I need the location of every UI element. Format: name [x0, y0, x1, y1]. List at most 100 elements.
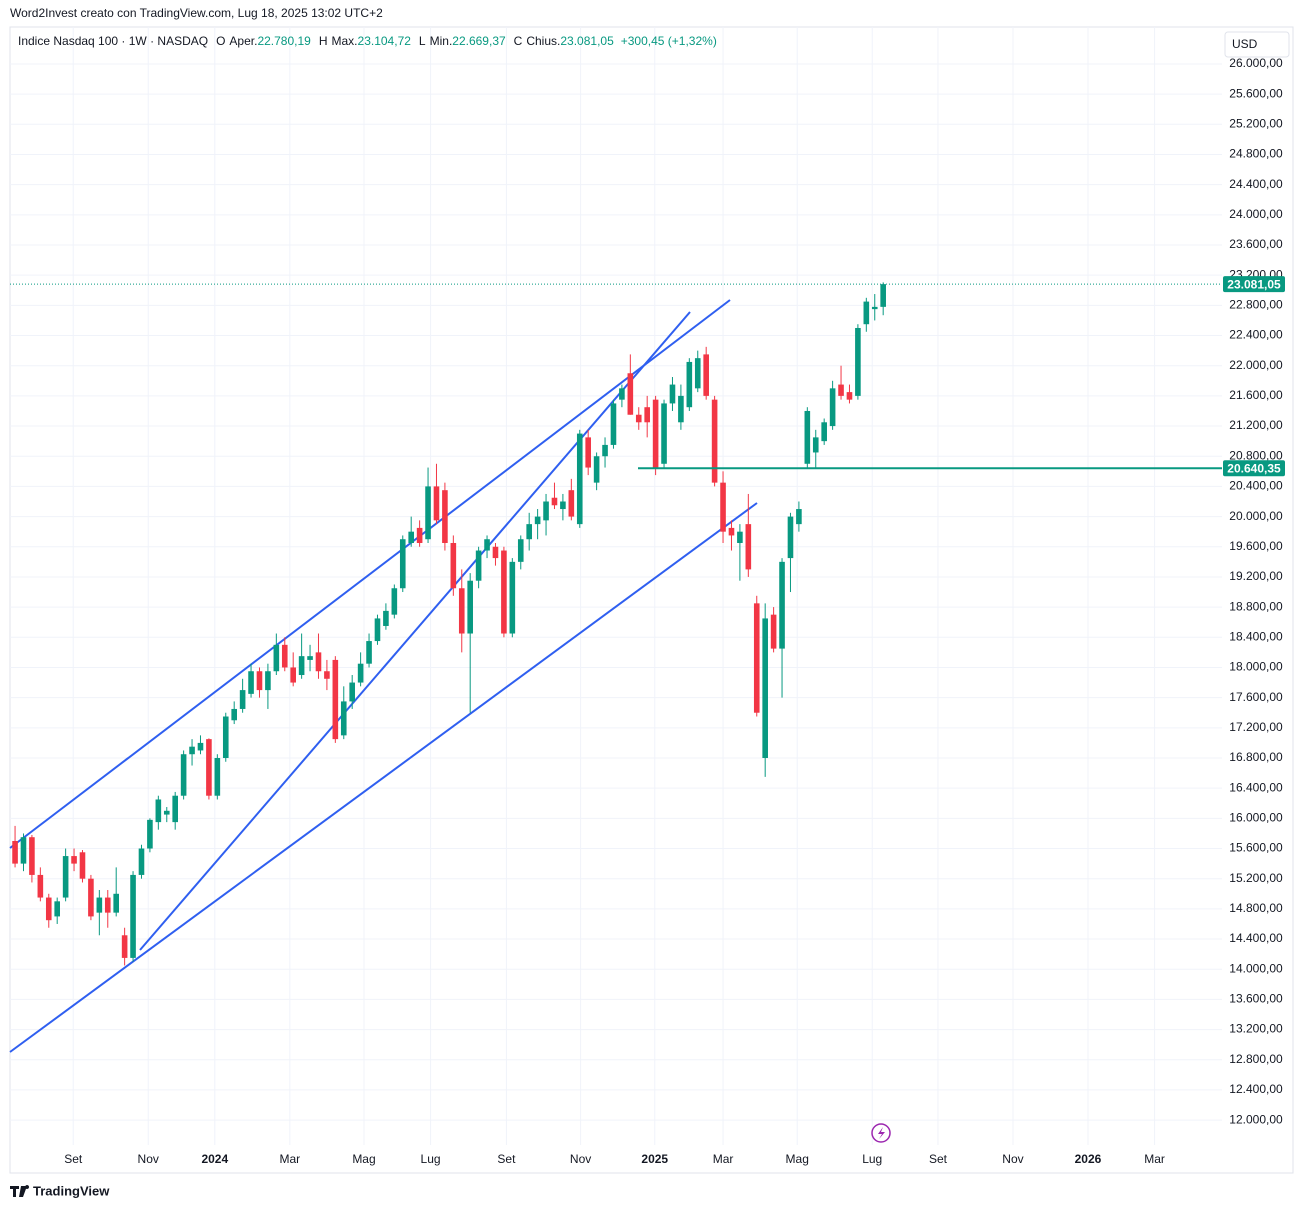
- y-tick-label: 20.800,00: [1229, 448, 1283, 462]
- candle-body: [104, 897, 111, 913]
- y-tick-label: 15.200,00: [1229, 871, 1283, 885]
- x-tick-label: Nov: [138, 1152, 159, 1166]
- y-tick-label: 21.600,00: [1229, 388, 1283, 402]
- legend-name: Aper.: [229, 34, 257, 48]
- y-tick-label: 22.800,00: [1229, 298, 1283, 312]
- trend-line: [9, 502, 758, 1053]
- x-tick-label: Mag: [786, 1152, 809, 1166]
- candle-body: [619, 388, 625, 400]
- candle-body: [96, 897, 103, 913]
- candle-body: [753, 603, 760, 713]
- candle-body: [694, 358, 701, 389]
- candle-body: [458, 588, 465, 634]
- watermark: Word2Invest creato con TradingView.com, …: [10, 6, 383, 20]
- candle-body: [779, 561, 785, 649]
- legend-key: O: [216, 34, 225, 48]
- price-label-box: [1223, 276, 1285, 293]
- y-tick-label: 22.400,00: [1229, 328, 1283, 342]
- candle-body: [686, 361, 693, 408]
- candle-body: [20, 837, 27, 864]
- candle-body: [517, 539, 524, 562]
- candle-body: [416, 527, 423, 543]
- candle-body: [661, 403, 667, 464]
- x-tick-label: Lug: [421, 1152, 441, 1166]
- candle-body: [821, 422, 827, 442]
- candle-body: [560, 501, 566, 510]
- candle-body: [37, 874, 44, 898]
- legend-value: 23.081,05: [560, 34, 614, 48]
- candle-body: [113, 893, 119, 913]
- y-tick-label: 12.400,00: [1229, 1082, 1283, 1096]
- candle-body: [880, 284, 886, 307]
- candle-body: [138, 848, 145, 875]
- candle-body: [593, 456, 600, 483]
- candle-body: [155, 799, 162, 823]
- x-tick-label: Mar: [279, 1152, 300, 1166]
- legend-key: L: [419, 34, 426, 48]
- candle-body: [290, 667, 296, 683]
- candle-body: [576, 433, 583, 525]
- candle-body: [180, 754, 187, 796]
- candle-body: [349, 682, 355, 702]
- y-tick-label: 14.400,00: [1229, 931, 1283, 945]
- y-tick-label: 19.200,00: [1229, 569, 1283, 583]
- y-tick-label: 18.400,00: [1229, 629, 1283, 643]
- y-tick-label: 13.600,00: [1229, 992, 1283, 1006]
- candle-body: [787, 516, 794, 559]
- candle-body: [526, 524, 532, 540]
- candle-body: [871, 306, 878, 310]
- y-tick-label: 26.000,00: [1229, 56, 1283, 70]
- y-tick-label: 18.000,00: [1229, 660, 1283, 674]
- candle-body: [745, 524, 752, 570]
- change: +300,45 (+1,32%): [621, 34, 717, 48]
- candle-body: [340, 701, 347, 736]
- currency-box[interactable]: [1224, 31, 1290, 58]
- candle-body: [678, 395, 684, 423]
- candle-body: [265, 671, 271, 691]
- trend-line: [9, 299, 731, 849]
- x-tick-label: Nov: [570, 1152, 591, 1166]
- currency[interactable]: USD: [1232, 37, 1258, 51]
- y-tick-label: 20.000,00: [1229, 509, 1283, 523]
- candle-body: [391, 588, 398, 615]
- candle-body: [54, 901, 60, 917]
- y-tick-label: 15.600,00: [1229, 841, 1283, 855]
- candle-body: [332, 659, 339, 740]
- candle-body: [635, 414, 642, 423]
- candle-body: [383, 610, 389, 626]
- y-tick-label: 23.600,00: [1229, 237, 1283, 251]
- legend-value: 22.780,19: [257, 34, 311, 48]
- candle-body: [366, 641, 372, 664]
- brand: TradingView: [33, 1183, 110, 1198]
- candle-body: [315, 652, 322, 672]
- y-tick-label: 16.800,00: [1229, 750, 1283, 764]
- candle-body: [492, 546, 499, 559]
- candle-body: [711, 399, 718, 483]
- candle-body: [703, 354, 709, 396]
- plot: [10, 282, 1222, 966]
- legend-name: Max.: [332, 34, 358, 48]
- price-label: 23.081,05: [1227, 277, 1281, 291]
- candle-body: [197, 742, 204, 751]
- candle-body: [585, 437, 591, 468]
- candle-body: [172, 795, 178, 823]
- y-tick-label: 24.800,00: [1229, 147, 1283, 161]
- candle-body: [71, 856, 77, 864]
- drawings: [9, 299, 758, 1053]
- candle-body: [467, 580, 473, 634]
- x-tick-label: Nov: [1002, 1152, 1023, 1166]
- candle-body: [855, 327, 861, 396]
- legend: Indice Nasdaq 100 · 1W · NASDAQ O Aper.22.…: [18, 34, 717, 48]
- candle-body: [846, 392, 853, 400]
- y-tick-label: 22.000,00: [1229, 358, 1283, 372]
- candle-body: [206, 739, 212, 796]
- candle-body: [281, 644, 288, 668]
- candle-body: [762, 618, 768, 758]
- y-tick-label: 24.000,00: [1229, 207, 1283, 221]
- candle-body: [256, 671, 263, 691]
- y-tick-label: 13.200,00: [1229, 1022, 1283, 1036]
- axes: 12.000,00 12.400,00 12.800,00 13.200,00 13.6…: [64, 56, 1285, 1166]
- candle-body: [248, 671, 254, 694]
- grid: [10, 27, 1222, 1145]
- x-tick-label: Lug: [862, 1152, 882, 1166]
